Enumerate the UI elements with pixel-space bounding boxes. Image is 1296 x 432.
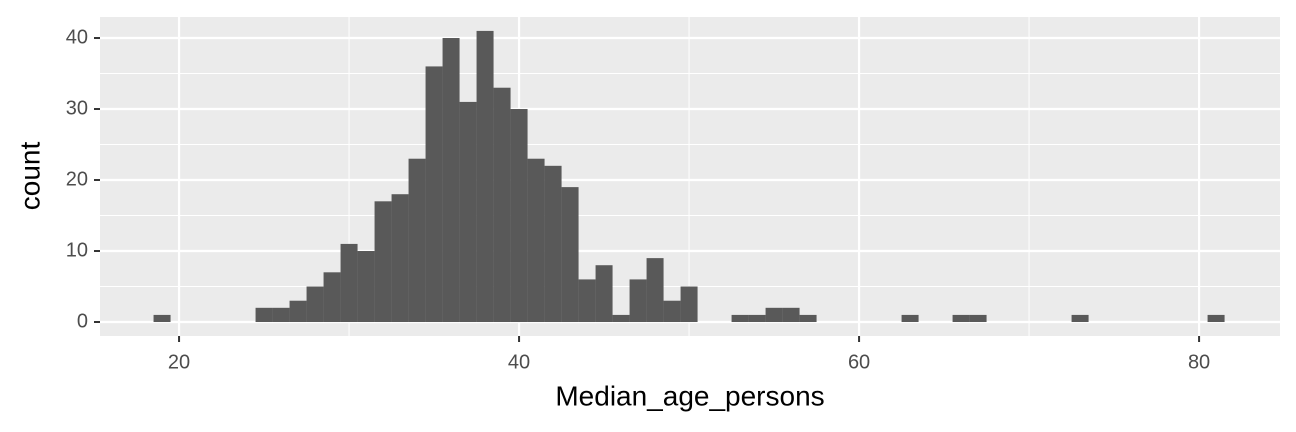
axes: 20 40 60 80 0 10 20 30 40	[66, 26, 1210, 373]
y-tick-label: 0	[77, 310, 88, 332]
bar	[153, 314, 171, 323]
bar	[340, 243, 358, 323]
y-axis-title: count	[14, 142, 45, 211]
bar	[306, 286, 324, 323]
bar	[255, 307, 273, 323]
x-axis-title: Median_age_persons	[555, 380, 824, 411]
x-tick-label: 20	[168, 351, 190, 373]
bar	[799, 314, 817, 323]
x-tick-label: 40	[508, 351, 530, 373]
bar	[323, 272, 341, 323]
bar	[901, 314, 919, 323]
x-tick-label: 80	[1188, 351, 1210, 373]
bar	[476, 30, 494, 323]
bar	[663, 300, 681, 323]
plot-panel	[100, 17, 1280, 336]
bar	[391, 194, 409, 323]
bars	[153, 30, 1225, 323]
bar	[595, 265, 613, 323]
bar	[272, 307, 290, 323]
bar	[459, 101, 477, 323]
bar	[1071, 314, 1089, 323]
bar	[527, 158, 545, 323]
bar	[629, 279, 647, 323]
bar	[408, 158, 426, 323]
bar	[952, 314, 970, 323]
bar	[646, 258, 664, 323]
bar	[493, 87, 511, 323]
bar	[544, 165, 562, 323]
bar	[561, 187, 579, 323]
y-tick-label: 20	[66, 168, 88, 190]
bar	[357, 251, 375, 323]
bar	[289, 300, 307, 323]
bar	[442, 38, 460, 323]
bar	[425, 66, 443, 323]
y-tick-label: 40	[66, 26, 88, 48]
bar	[731, 314, 749, 323]
y-tick-label: 10	[66, 239, 88, 261]
bar	[374, 201, 392, 323]
bar	[765, 307, 783, 323]
grid	[100, 17, 1280, 336]
x-tick-label: 60	[848, 351, 870, 373]
bar	[782, 307, 800, 323]
bar	[1207, 314, 1225, 323]
bar	[680, 286, 698, 323]
bar	[578, 279, 596, 323]
bar	[510, 109, 528, 323]
bar	[612, 314, 630, 323]
bar	[969, 314, 987, 323]
y-tick-label: 30	[66, 97, 88, 119]
bar	[748, 314, 766, 323]
